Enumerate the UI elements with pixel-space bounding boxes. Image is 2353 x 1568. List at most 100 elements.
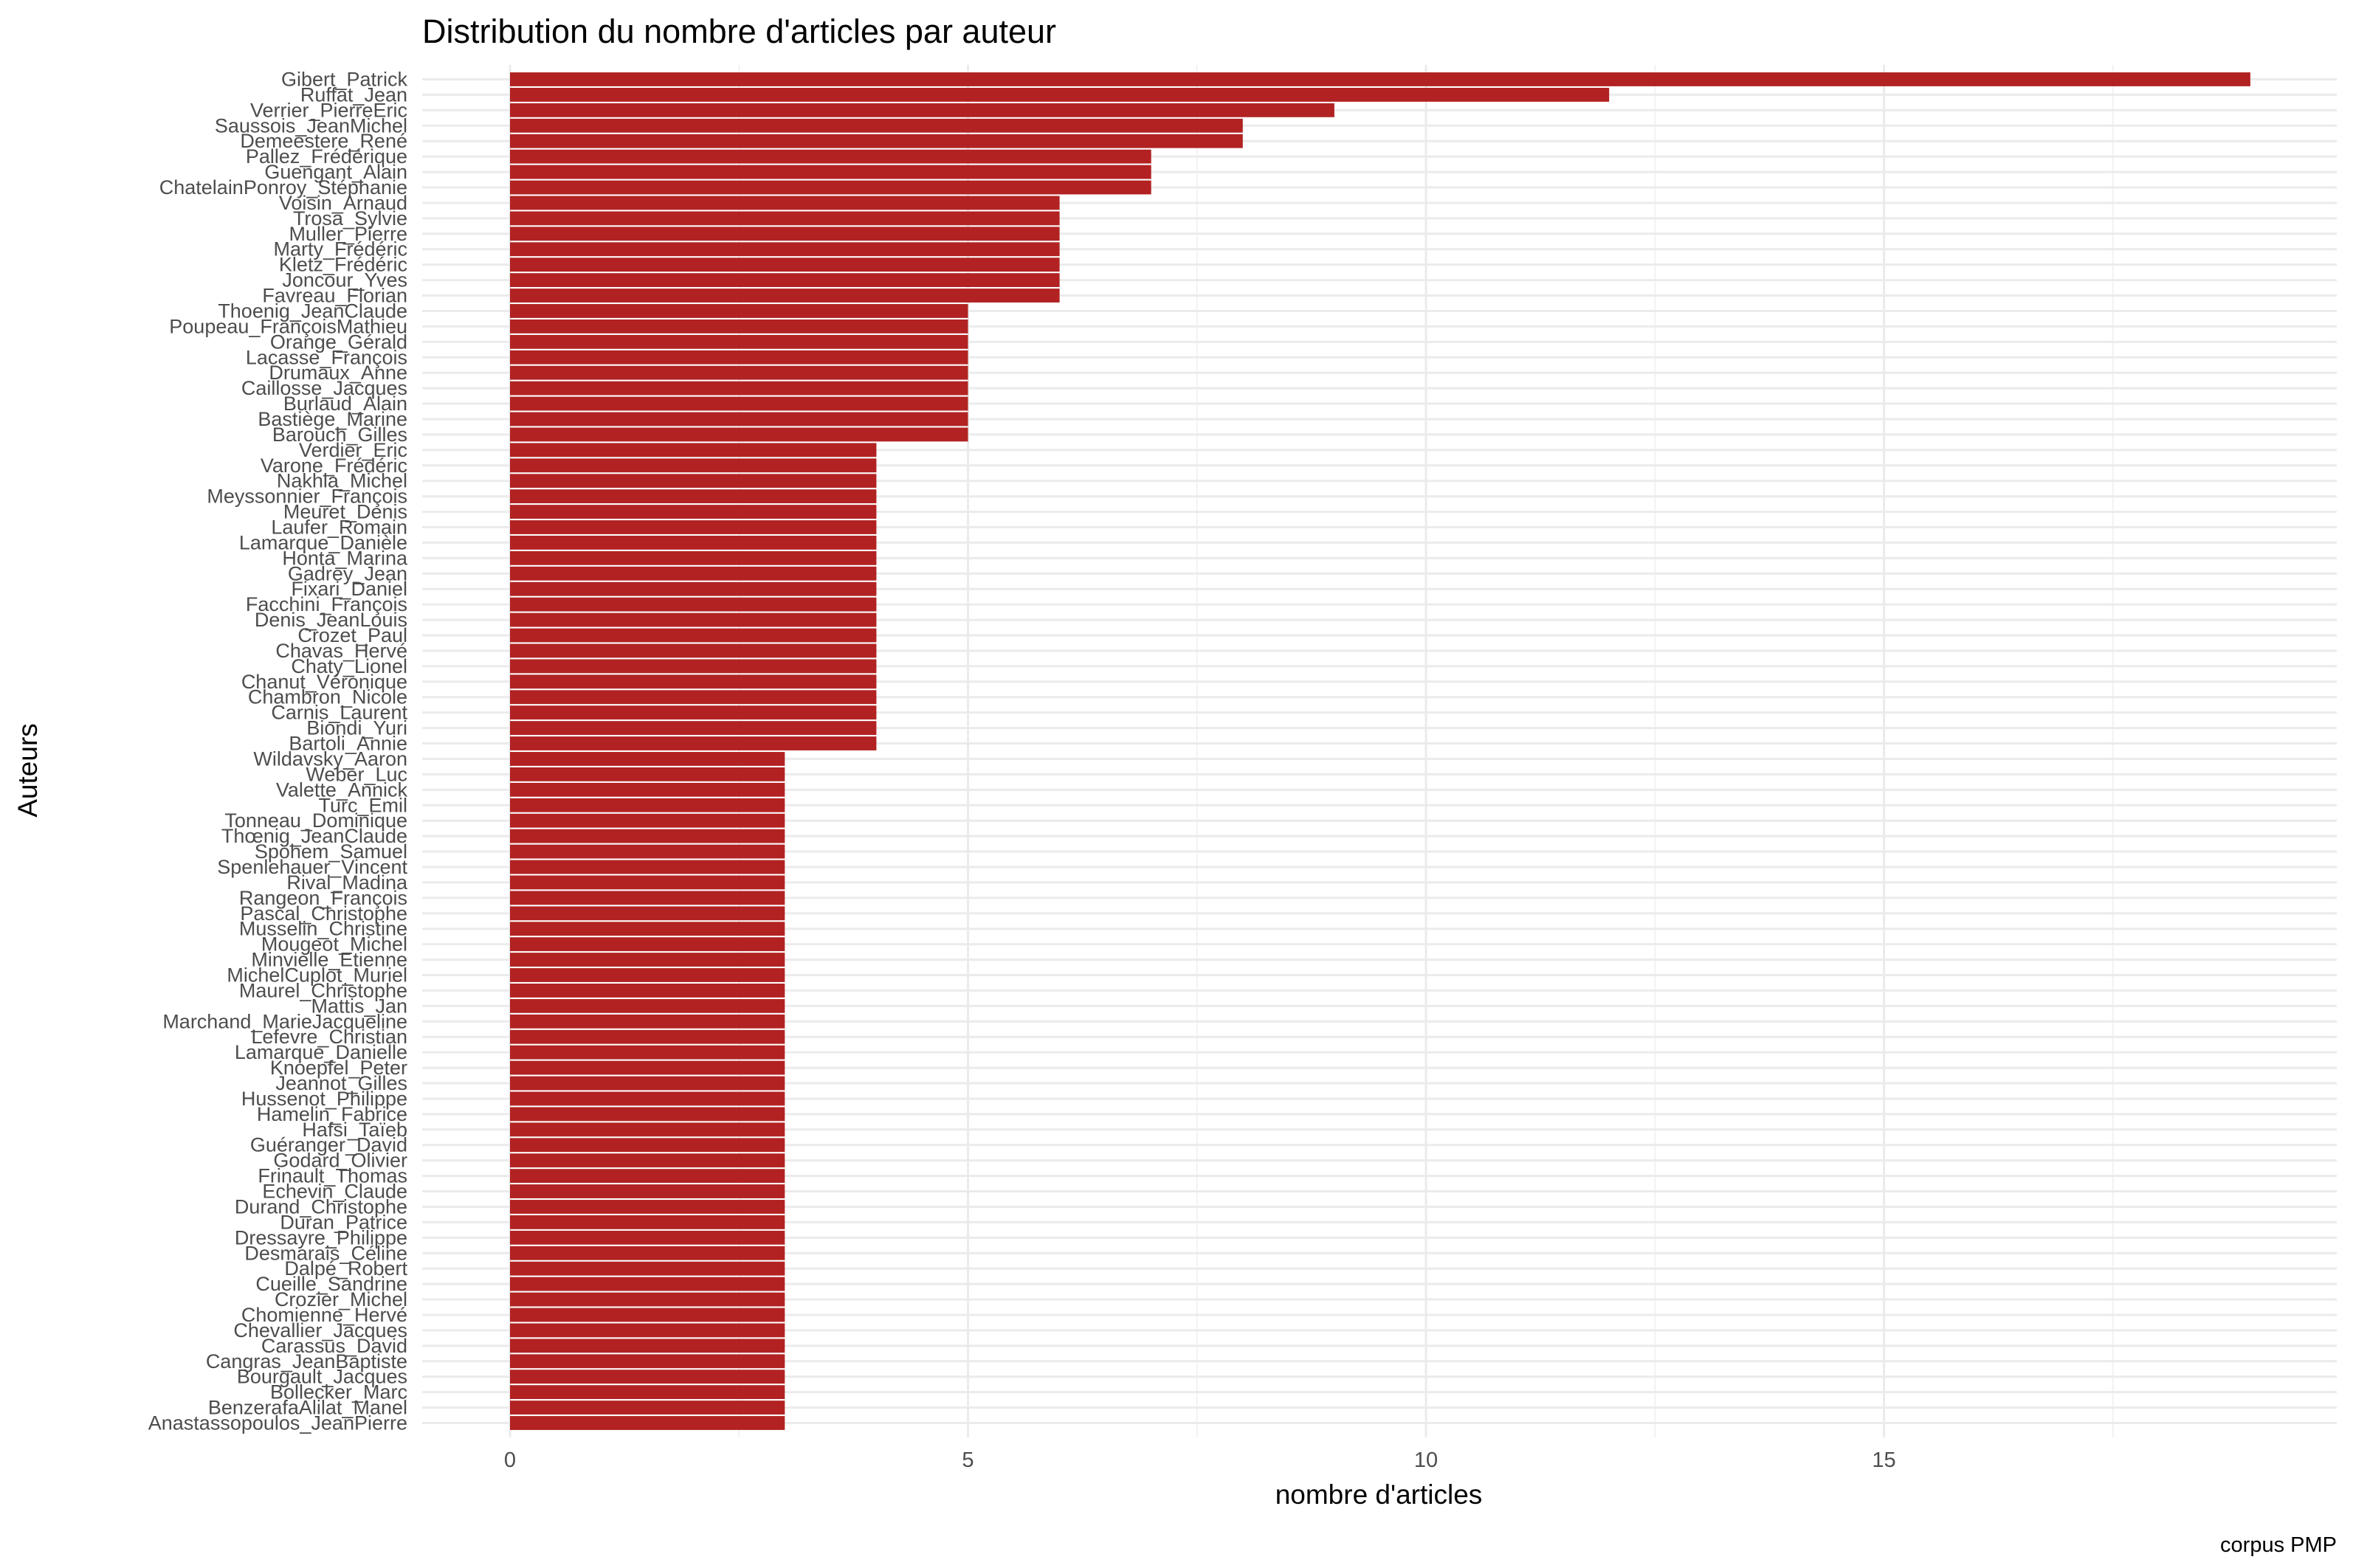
y-tick-label: Caillosse_Jacques — [241, 377, 407, 399]
y-axis-title: Auteurs — [13, 723, 43, 818]
bar — [510, 1261, 785, 1276]
bar — [510, 998, 785, 1013]
bar — [510, 1246, 785, 1260]
bar — [510, 134, 1243, 148]
bar — [510, 612, 877, 627]
y-tick-label: Maurel_Christophe — [239, 979, 407, 1001]
y-tick-label: Jeannot_Gilles — [275, 1072, 407, 1094]
y-tick-label: Demeestere_René — [240, 130, 407, 152]
y-tick-label: Musselin_Christine — [239, 918, 407, 940]
y-tick-label: Hafsi_Taïeb — [302, 1119, 407, 1141]
bar — [510, 1060, 785, 1075]
bar — [510, 721, 877, 736]
y-tick-label: Ruffat_Jean — [300, 83, 407, 106]
y-tick-label: Carnis_Laurent — [271, 702, 407, 724]
x-tick-label: 10 — [1414, 1448, 1438, 1472]
y-tick-label: Tonneau_Dominique — [224, 809, 407, 832]
y-tick-label: Chomienne_Hervé — [241, 1304, 407, 1326]
bar — [510, 767, 785, 781]
y-tick-label: Rangeon_François — [239, 887, 407, 909]
y-tick-label: Marchand_MarieJacqueline — [162, 1010, 407, 1032]
y-tick-label: Rival_Madina — [286, 871, 408, 894]
y-tick-label: Bartoli_Annie — [289, 733, 407, 755]
bar — [510, 643, 877, 658]
y-tick-label: Honta_Marina — [282, 547, 408, 569]
bar — [510, 906, 785, 921]
y-tick-label: Verdier_Eric — [299, 439, 407, 461]
y-tick-label: Chanut_Véronique — [241, 671, 407, 693]
y-tick-label: Godard_Olivier — [273, 1150, 407, 1172]
y-tick-label: Carassus_David — [261, 1335, 407, 1357]
x-axis-title: nombre d'articles — [1275, 1479, 1483, 1510]
y-tick-label: Marty_Frédéric — [273, 238, 407, 260]
y-tick-label: Bourgault_Jacques — [237, 1366, 407, 1388]
bars — [510, 72, 2250, 1430]
bar — [510, 566, 877, 581]
y-tick-label: Chambron_Nicole — [248, 686, 407, 708]
bar — [510, 1292, 785, 1307]
bar — [510, 165, 1151, 179]
y-tick-label: Anastassopoulos_JeanPierre — [148, 1412, 407, 1434]
bar — [510, 304, 968, 318]
y-tick-label: Lacasse_François — [246, 346, 407, 368]
y-tick-label: Meyssonnier_François — [207, 486, 407, 508]
y-tick-label: Orange_Gérald — [270, 331, 407, 353]
bar — [510, 505, 877, 519]
bar — [510, 705, 877, 720]
bar — [510, 922, 785, 936]
y-tick-label: Favreau_Florian — [262, 285, 407, 307]
bar — [510, 536, 877, 550]
bar — [510, 1138, 785, 1153]
y-tick-label: Facchini_François — [246, 593, 407, 615]
bar — [510, 242, 1060, 257]
bar — [510, 953, 785, 967]
y-tick-label: Cueille_Sandrine — [255, 1273, 407, 1295]
bar — [510, 984, 785, 998]
y-tick-label: Spenlehauer_Vincent — [217, 856, 407, 878]
y-tick-label: Knoepfel_Peter — [270, 1057, 407, 1079]
y-tick-label: Voisin_Arnaud — [279, 192, 407, 214]
bar — [510, 844, 785, 859]
y-tick-label: Lamarque_Danielle — [235, 1041, 407, 1063]
x-tick-label: 5 — [962, 1448, 974, 1472]
x-tick-label: 0 — [504, 1448, 516, 1472]
y-tick-label: Minvielle_Etienne — [251, 949, 407, 971]
bar — [510, 1401, 785, 1415]
y-tick-label: Nakhla_Michel — [277, 470, 407, 492]
bar — [510, 211, 1060, 226]
y-tick-label: Frinault_Thomas — [258, 1165, 407, 1187]
y-tick-label: Burlaud_Alain — [283, 393, 407, 415]
y-tick-label: Bollecker_Marc — [270, 1381, 407, 1403]
y-tick-label: Dalpé_Robert — [284, 1257, 407, 1279]
y-tick-label: Kletz_Frédéric — [279, 254, 407, 276]
bar — [510, 474, 877, 488]
y-tick-label: Guengant_Alain — [264, 161, 407, 183]
bar — [510, 149, 1151, 164]
bar — [510, 273, 1060, 288]
bar — [510, 937, 785, 952]
bar — [510, 891, 785, 905]
y-tick-label: Crozier_Michel — [275, 1288, 407, 1310]
bar — [510, 396, 968, 411]
y-tick-label: Saussois_JeanMichel — [215, 114, 407, 137]
bar — [510, 1045, 785, 1060]
bar — [510, 875, 785, 890]
bar — [510, 736, 877, 750]
y-tick-label: Biondi_Yuri — [306, 717, 407, 739]
x-tick-label: 15 — [1872, 1448, 1895, 1472]
y-tick-label: Meuret_Denis — [283, 501, 407, 523]
bar — [510, 1107, 785, 1122]
y-tick-label: Chavas_Hervé — [275, 640, 407, 662]
bar — [510, 752, 785, 766]
y-tick-label: Durand_Christophe — [235, 1195, 407, 1218]
bar — [510, 1029, 785, 1044]
bar — [510, 581, 877, 596]
bar — [510, 1339, 785, 1353]
bar — [510, 1153, 785, 1168]
y-tick-label: Mattis_Jan — [311, 995, 407, 1017]
bar — [510, 350, 968, 365]
y-tick-label: Thœnig_JeanClaude — [221, 825, 407, 847]
y-tick-label: Cangras_JeanBaptiste — [206, 1350, 407, 1372]
bar — [510, 1416, 785, 1430]
y-tick-label: Wildavsky_Aaron — [253, 747, 407, 770]
